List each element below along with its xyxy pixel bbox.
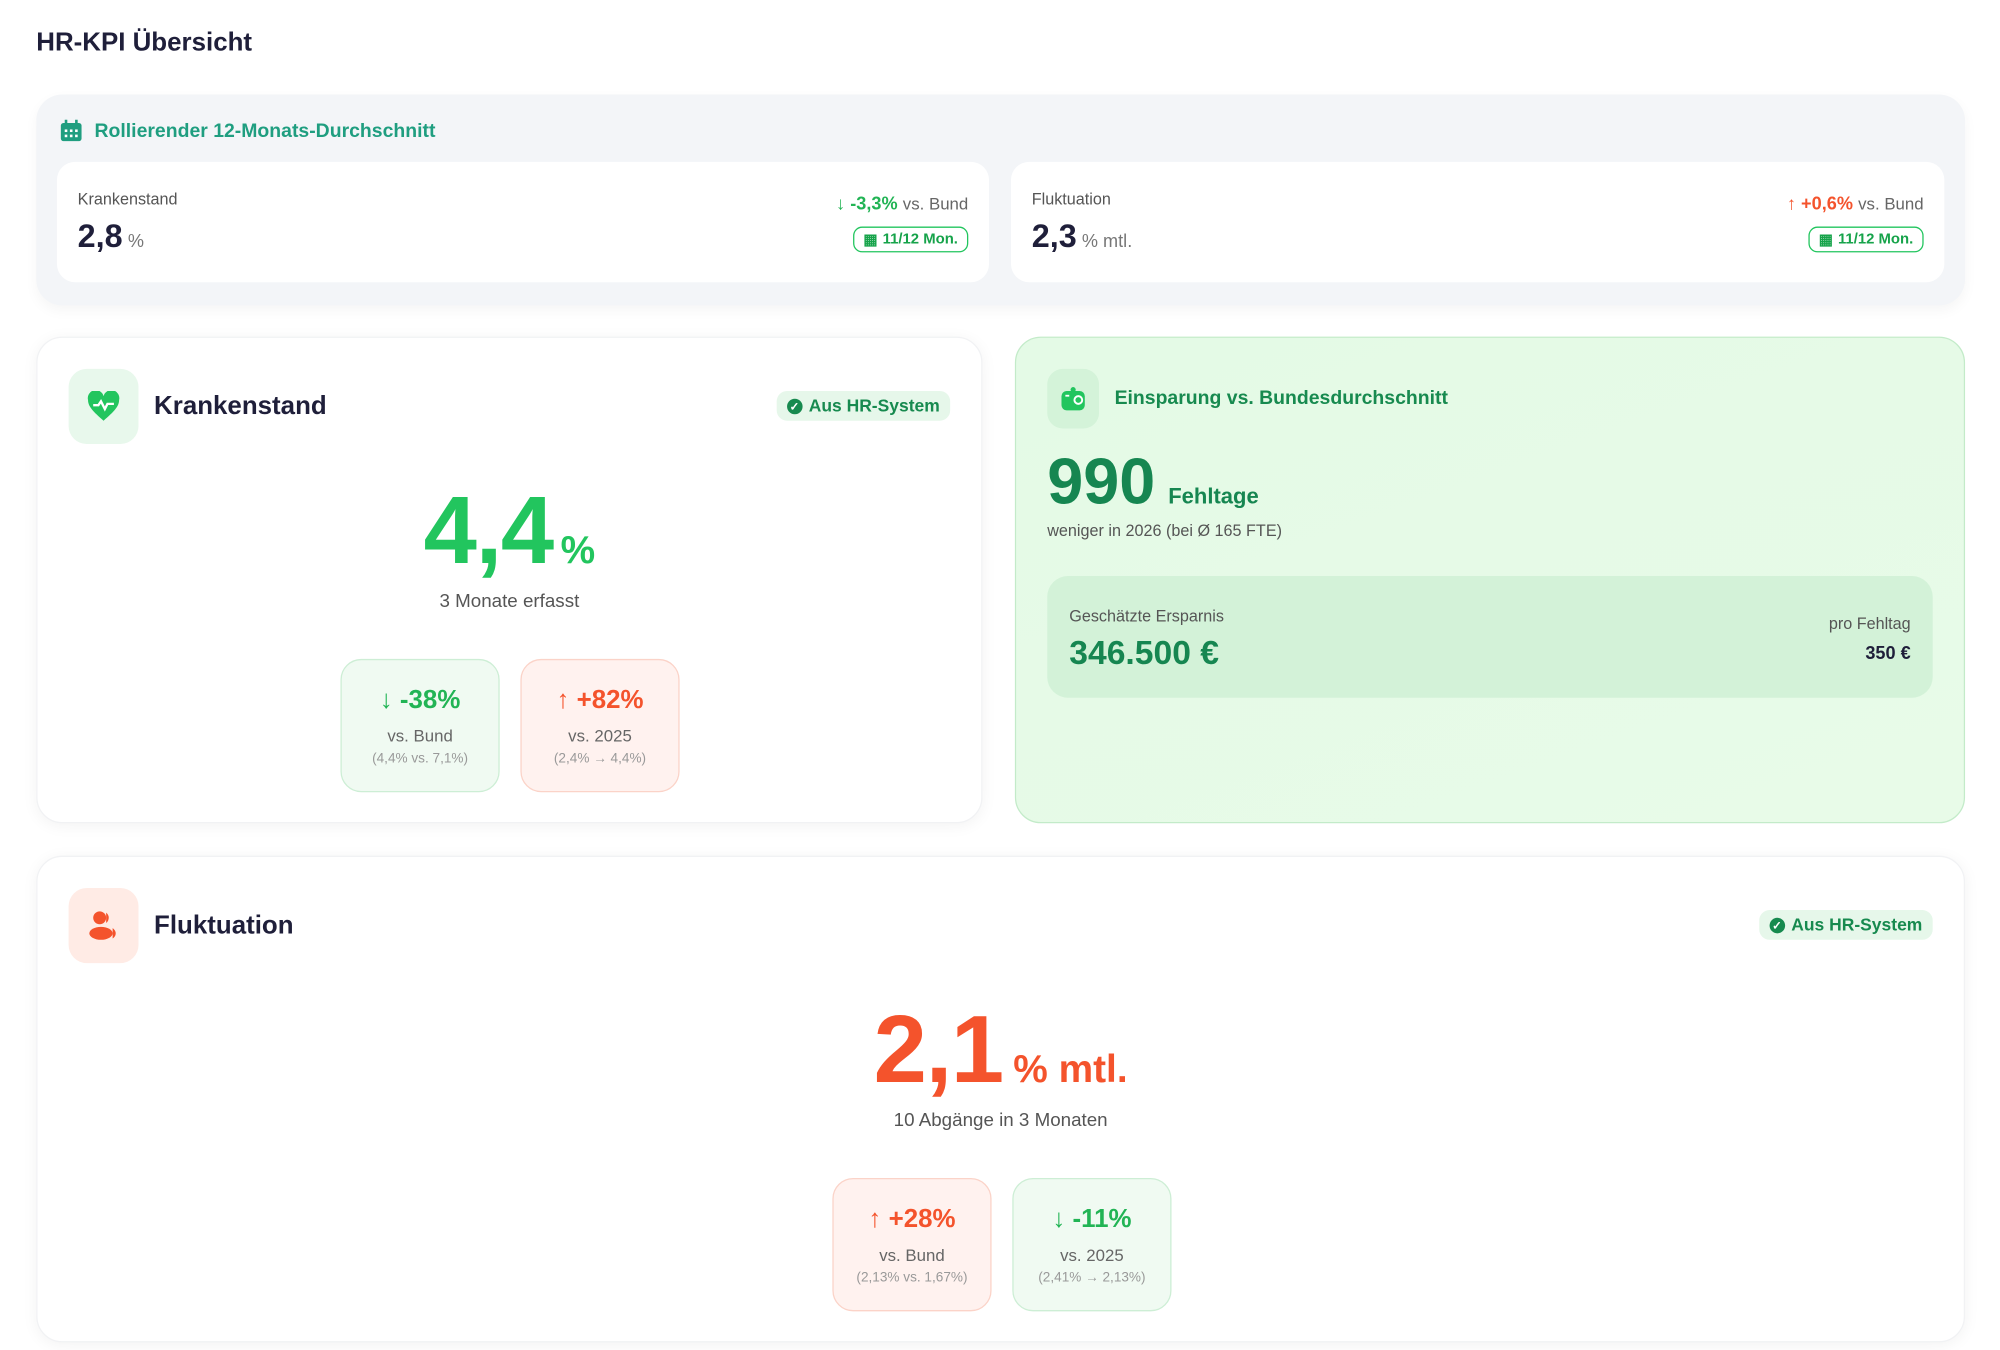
delta-value: -3,3% (850, 192, 898, 214)
value: 2,1 (873, 995, 1005, 1103)
per-day-label: pro Fehltag (1828, 614, 1911, 634)
comparison-detail: (2,4% → 4,4%) (553, 750, 647, 767)
value: +82% (576, 686, 644, 715)
calendar-icon: ▦ (863, 233, 878, 249)
comparison-detail: (2,13% vs. 1,67%) (856, 1269, 968, 1286)
unit: % mtl. (1013, 1048, 1128, 1092)
period-badge: ▦ 11/12 Mon. (853, 226, 969, 253)
source-badge: ✓ Aus HR-System (1758, 910, 1933, 940)
savings-title: Einsparung vs. Bundesdurchschnitt (1114, 387, 1448, 410)
arrow-down-icon: ↓ (379, 686, 400, 715)
period: 11/12 Mon. (1837, 231, 1914, 248)
unit: % mtl. (1081, 230, 1133, 252)
subtitle: 3 Monate erfasst (439, 591, 580, 613)
calendar-icon (60, 119, 82, 142)
subtitle: 10 Abgänge in 3 Monaten (893, 1110, 1108, 1132)
calendar-icon: ▦ (1818, 233, 1833, 249)
rolling-average-panel: Rollierender 12-Monats-Durchschnitt Kran… (36, 94, 1966, 306)
comparison-label: vs. Bund (387, 726, 453, 746)
delta-suffix: vs. Bund (902, 193, 969, 213)
source-badge: ✓ Aus HR-System (776, 390, 951, 421)
comparison-vs-bund: ↓ -38% vs. Bund (4,4% vs. 7,1%) (340, 658, 500, 793)
arrow-up-icon: ↑ (556, 686, 577, 715)
savings-card: Einsparung vs. Bundesdurchschnitt 990 Feh… (1014, 336, 1966, 824)
comparison-value: ↑ +82% (522, 686, 679, 716)
value: 990 (1047, 445, 1156, 518)
comparison-vs-bund: ↑ +28% vs. Bund (2,13% vs. 1,67%) (832, 1177, 992, 1312)
estimate-box: Geschätzte Ersparnis 346.500 € pro Fehlt… (1047, 576, 1933, 698)
estimate-value: 346.500 € (1069, 633, 1219, 672)
metric-value: 2,3% mtl. (1032, 219, 1133, 257)
delta-suffix: vs. Bund (1858, 193, 1924, 213)
users-icon (68, 888, 139, 964)
comparison-value: ↓ -11% (1014, 1205, 1171, 1235)
value: -11% (1072, 1205, 1132, 1234)
savings-value: 990 Fehltage (1047, 444, 1258, 519)
comparison-detail: (4,4% vs. 7,1%) (372, 750, 469, 767)
comparison-label: vs. 2025 (1060, 1245, 1124, 1265)
delta: ↑ +0,6% vs. Bund (1787, 193, 1924, 214)
metric-value: 2,8% (78, 219, 144, 257)
comparison-value: ↑ +28% (834, 1205, 991, 1235)
comparison-detail: (2,41% → 2,13%) (1038, 1269, 1146, 1286)
unit: % (560, 529, 596, 573)
unit: % (127, 230, 144, 252)
estimate-label: Geschätzte Ersparnis (1069, 607, 1224, 626)
value: +28% (888, 1205, 956, 1234)
unit: Fehltage (1168, 484, 1259, 509)
card-title: Krankenstand (154, 392, 327, 421)
comparison-vs-2025: ↓ -11% vs. 2025 (2,41% → 2,13%) (1012, 1177, 1172, 1312)
delta: ↓ -3,3% vs. Bund (836, 193, 968, 214)
arrow-down-icon: ↓ (836, 192, 846, 214)
rolling-card-fluktuation: Fluktuation 2,3% mtl. ↑ +0,6% vs. Bund ▦ 11… (1011, 161, 1945, 283)
card-title: Fluktuation (154, 911, 294, 940)
arrow-down-icon: ↓ (1052, 1205, 1073, 1234)
value: 2,3 (1031, 218, 1077, 256)
period-badge: ▦ 11/12 Mon. (1808, 226, 1924, 253)
value: 2,8 (77, 218, 123, 256)
comparison-value: ↓ -38% (342, 686, 499, 716)
heart-pulse-icon (68, 368, 139, 445)
period: 11/12 Mon. (882, 231, 958, 248)
rolling-title: Rollierender 12-Monats-Durchschnitt (94, 119, 436, 142)
comparison-vs-2025: ↑ +82% vs. 2025 (2,4% → 4,4%) (520, 658, 680, 793)
wallet-icon (1047, 368, 1100, 429)
badge-label: Aus HR-System (1791, 915, 1923, 935)
metric-label: Krankenstand (77, 190, 178, 209)
value: -38% (399, 686, 461, 715)
value: 4,4 (423, 476, 555, 584)
check-circle-icon: ✓ (1769, 917, 1785, 933)
main-value: 4,4% (38, 475, 982, 585)
rolling-header: Rollierender 12-Monats-Durchschnitt (60, 119, 436, 142)
comparison-label: vs. Bund (879, 1245, 945, 1265)
rolling-card-krankenstand: Krankenstand 2,8% ↓ -3,3% vs. Bund ▦ 11/12 … (56, 161, 989, 283)
arrow-up-icon: ↑ (1786, 192, 1796, 214)
arrow-up-icon: ↑ (868, 1205, 889, 1234)
delta-value: +0,6% (1801, 192, 1853, 214)
badge-label: Aus HR-System (808, 396, 940, 416)
main-value: 2,1% mtl. (38, 994, 1964, 1104)
savings-subtitle: weniger in 2026 (bei Ø 165 FTE) (1047, 521, 1282, 540)
fluktuation-card: Fluktuation ✓ Aus HR-System 2,1% mtl. 10 … (36, 855, 1966, 1343)
metric-label: Fluktuation (1031, 190, 1111, 209)
per-day-value: 350 € (1865, 642, 1911, 663)
krankenstand-card: Krankenstand ✓ Aus HR-System 4,4% 3 Monat… (36, 336, 983, 824)
check-circle-icon: ✓ (786, 398, 803, 414)
page-title: HR-KPI Übersicht (36, 28, 253, 57)
comparison-label: vs. 2025 (568, 726, 632, 746)
